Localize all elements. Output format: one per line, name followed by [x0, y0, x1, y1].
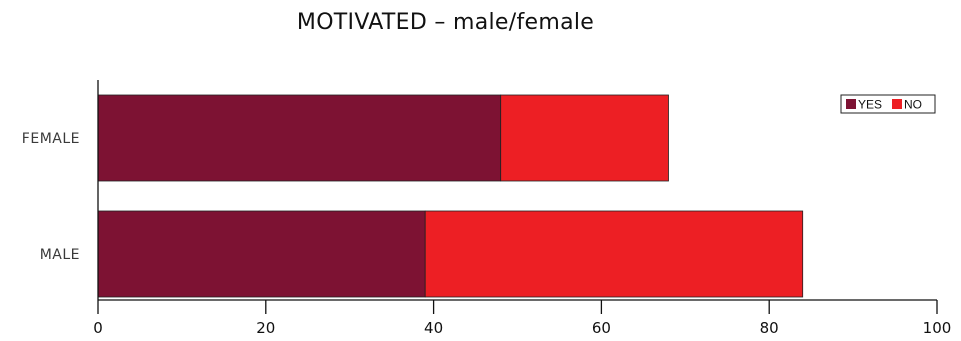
x-tick-label: 0	[93, 319, 103, 337]
bars-layer	[97, 94, 804, 298]
axis-layer: FEMALE MALE 0 20 40 60 80 100	[22, 80, 952, 337]
bar-male-yes	[97, 210, 426, 298]
x-tick-label: 80	[760, 319, 779, 337]
x-tick-label: 20	[256, 319, 275, 337]
bar-female-no	[500, 94, 669, 182]
chart-title: MOTIVATED – male/female	[296, 10, 595, 35]
x-tick-label: 100	[923, 319, 952, 337]
x-tick-label: 60	[592, 319, 611, 337]
legend: YES NO	[840, 94, 936, 114]
bar-female-yes	[97, 94, 502, 182]
category-label-male: MALE	[40, 247, 80, 263]
legend-swatch-no	[892, 99, 902, 109]
bar-male-no	[424, 210, 804, 298]
category-label-female: FEMALE	[22, 131, 80, 147]
legend-box	[840, 94, 936, 114]
legend-label-no: NO	[904, 98, 922, 112]
legend-label-yes: YES	[858, 98, 882, 112]
legend-swatch-yes	[846, 99, 856, 109]
x-tick-label: 40	[424, 319, 443, 337]
